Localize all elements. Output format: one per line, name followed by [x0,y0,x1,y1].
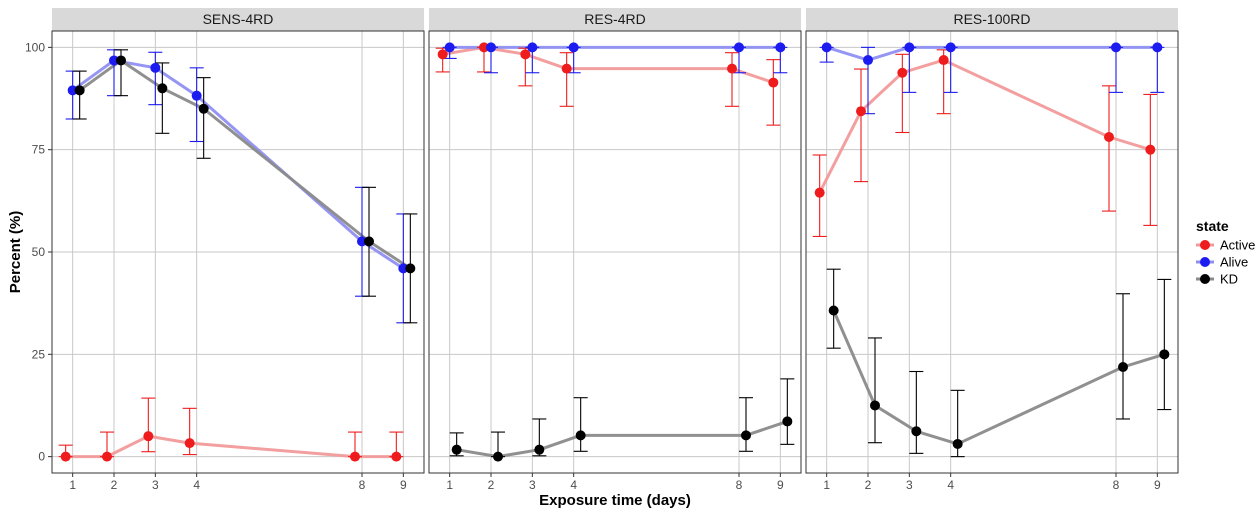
y-tick-label: 50 [32,245,46,259]
data-point-active [184,438,195,449]
data-point-alive [863,55,873,66]
legend-key-alive [1200,257,1210,267]
x-tick-label: 8 [736,478,743,492]
data-point-active [391,451,402,462]
legend-label-alive: Alive [1220,255,1248,270]
data-point-active [727,63,737,74]
data-point-alive [191,90,202,101]
data-point-alive [904,42,915,53]
data-point-kd [782,416,793,427]
x-tick-label: 1 [69,478,76,492]
data-point-active [350,451,360,462]
x-tick-label: 1 [446,478,453,492]
x-tick-label: 3 [152,478,159,492]
data-point-kd [493,451,503,462]
data-point-active [1104,131,1114,142]
data-point-active [437,49,448,60]
data-point-kd [534,444,545,455]
x-tick-label: 4 [570,478,577,492]
strip-sens-4rd [52,8,424,31]
data-point-active [143,431,154,442]
data-point-active [1145,144,1156,155]
data-point-active [938,55,949,66]
x-tick-label: 9 [400,478,407,492]
data-point-active [814,187,825,198]
series-line-kd [832,309,1165,446]
data-point-active [102,451,112,462]
data-point-kd [870,400,880,411]
x-tick-label: 2 [488,478,495,492]
data-point-active [561,63,572,74]
data-point-alive [486,42,496,53]
x-tick-label: 3 [529,478,536,492]
data-point-kd [364,236,374,247]
x-tick-label: 2 [111,478,118,492]
data-point-kd [1159,349,1170,360]
data-point-active [520,49,531,60]
strip-res-100rd [806,8,1178,31]
y-tick-label: 100 [25,40,45,54]
data-point-kd [157,83,168,94]
y-tick-label: 75 [32,143,46,157]
data-point-kd [911,426,922,437]
data-point-kd [828,305,839,316]
data-point-kd [741,430,751,441]
data-point-kd [405,263,416,274]
series-line-active [818,58,1151,194]
data-point-alive [67,85,78,96]
legend-key-active [1200,240,1210,250]
x-tick-label: 9 [777,478,784,492]
data-point-active [768,77,779,88]
x-tick-label: 1 [823,478,830,492]
data-point-active [60,451,71,462]
y-tick-label: 0 [38,450,45,464]
data-point-kd [74,85,85,96]
strip-label-res-4rd: RES-4RD [584,11,645,27]
data-point-alive [734,42,744,53]
strip-label-sens-4rd: SENS-4RD [203,11,274,27]
legend-title: state [1196,218,1229,234]
x-axis-title: Exposure time (days) [539,492,691,509]
panel-border-res-4rd [428,30,802,474]
strip-label-res-100rd: RES-100RD [953,11,1030,27]
data-point-kd [198,103,209,114]
panel-border-res-100rd [805,30,1179,474]
data-point-active [856,106,866,117]
data-point-alive [775,42,786,53]
data-point-alive [150,62,161,73]
data-point-alive [945,42,956,53]
x-tick-label: 4 [193,478,200,492]
data-point-alive [444,42,455,53]
data-point-kd [575,430,586,441]
strip-res-4rd [429,8,801,31]
data-point-alive [109,55,119,66]
data-point-kd [116,55,126,66]
data-point-kd [451,444,462,455]
data-point-alive [1152,42,1163,53]
x-tick-label: 8 [359,478,366,492]
data-point-kd [952,438,963,449]
data-point-alive [821,42,832,53]
y-tick-label: 25 [32,347,46,361]
data-point-alive [1111,42,1121,53]
data-point-active [897,67,908,78]
x-tick-label: 9 [1154,478,1161,492]
y-axis-title: Percent (%) [7,211,24,294]
data-point-alive [568,42,579,53]
data-point-alive [527,42,538,53]
legend-label-kd: KD [1220,272,1238,287]
data-point-active [479,42,489,53]
x-tick-label: 4 [947,478,954,492]
series-line-kd [456,420,788,459]
x-tick-label: 3 [906,478,913,492]
data-point-alive [398,263,409,274]
data-point-alive [357,236,367,247]
x-tick-label: 2 [865,478,872,492]
x-tick-label: 8 [1113,478,1120,492]
legend-label-active: Active [1220,238,1255,253]
legend-key-kd [1200,274,1210,284]
data-point-kd [1118,362,1128,373]
